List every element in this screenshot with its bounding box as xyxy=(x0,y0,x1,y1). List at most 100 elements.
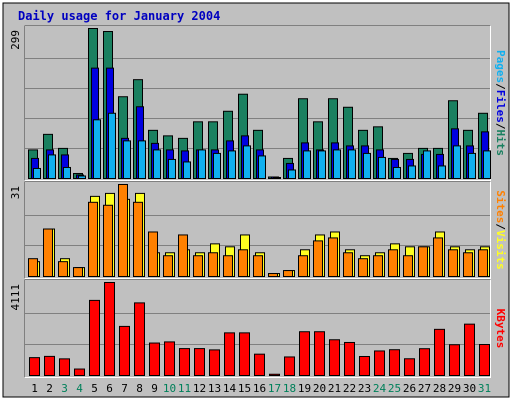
bar-pages-day-6 xyxy=(108,112,116,179)
x-tick-label-day-7: 7 xyxy=(121,382,128,395)
x-tick-label-day-12: 12 xyxy=(193,382,206,395)
y-max-label-hits-files-pages: 299 xyxy=(9,30,22,50)
x-tick-label-day-8: 8 xyxy=(136,382,143,395)
legend-part-4: Hits xyxy=(494,130,507,157)
bar-kbytes-day-12 xyxy=(194,348,205,376)
x-tick-label-day-16: 16 xyxy=(253,382,266,395)
bar-sites-day-7 xyxy=(118,184,128,277)
bar-sites-day-22 xyxy=(343,252,353,278)
bar-pages-day-4 xyxy=(78,175,86,179)
bar-kbytes-day-22 xyxy=(344,341,355,376)
bar-pages-day-26 xyxy=(408,165,416,179)
bar-kbytes-day-28 xyxy=(434,328,445,377)
x-tick-label-day-15: 15 xyxy=(238,382,251,395)
x-tick-label-day-5: 5 xyxy=(91,382,98,395)
x-tick-label-day-30: 30 xyxy=(463,382,476,395)
x-tick-label-day-6: 6 xyxy=(106,382,113,395)
bar-kbytes-day-11 xyxy=(179,348,190,376)
bar-pages-day-15 xyxy=(243,145,251,180)
bar-pages-day-7 xyxy=(123,140,131,180)
bar-sites-day-23 xyxy=(358,258,368,277)
bar-kbytes-day-17 xyxy=(269,373,280,376)
x-tick-label-day-20: 20 xyxy=(313,382,326,395)
bar-pages-day-12 xyxy=(198,149,206,179)
bar-sites-day-1 xyxy=(28,258,38,277)
bar-sites-day-6 xyxy=(103,204,113,278)
legend-label-kbytes: KBytes xyxy=(494,309,507,349)
series-sites xyxy=(28,184,488,278)
legend-part-0: Pages xyxy=(494,50,507,83)
bar-pages-day-18 xyxy=(288,169,296,180)
bar-kbytes-day-29 xyxy=(449,344,460,377)
bar-pages-day-20 xyxy=(318,150,326,179)
bar-sites-day-2 xyxy=(43,228,53,277)
bar-kbytes-day-1 xyxy=(29,357,40,377)
bar-sites-day-8 xyxy=(133,201,143,278)
bar-kbytes-day-23 xyxy=(359,355,370,376)
panel-visits-sites: 31 Sites/Visits xyxy=(9,181,507,279)
bar-pages-day-21 xyxy=(333,149,341,179)
bar-pages-day-27 xyxy=(423,150,431,179)
bar-pages-day-23 xyxy=(363,152,371,179)
bar-sites-day-15 xyxy=(238,249,248,278)
x-tick-label-day-31: 31 xyxy=(478,382,491,395)
bar-sites-day-27 xyxy=(418,246,428,278)
bar-pages-day-5 xyxy=(93,119,101,179)
bar-sites-day-11 xyxy=(178,234,188,277)
x-tick-label-day-14: 14 xyxy=(223,382,237,395)
bar-pages-day-25 xyxy=(393,166,401,179)
bar-kbytes-day-24 xyxy=(374,350,385,376)
y-max-label-kbytes: 4111 xyxy=(9,284,22,311)
x-tick-label-day-24: 24 xyxy=(373,382,387,395)
x-tick-label-day-25: 25 xyxy=(388,382,401,395)
bar-pages-day-17 xyxy=(273,176,281,180)
bar-kbytes-day-7 xyxy=(119,325,130,377)
bar-kbytes-day-26 xyxy=(404,358,415,377)
bar-pages-day-14 xyxy=(228,150,236,179)
bar-sites-day-10 xyxy=(163,255,173,277)
x-tick-label-day-3: 3 xyxy=(61,382,68,395)
bar-kbytes-day-27 xyxy=(419,348,430,377)
legend-part-2: Visits xyxy=(494,230,507,270)
bar-sites-day-31 xyxy=(478,249,488,278)
bar-sites-day-18 xyxy=(283,270,293,277)
series-kbytes xyxy=(29,282,490,377)
legend-part-1: / xyxy=(494,223,507,230)
bar-sites-day-9 xyxy=(148,231,158,277)
bar-sites-day-24 xyxy=(373,255,383,277)
bar-pages-day-19 xyxy=(303,150,311,179)
bar-kbytes-day-16 xyxy=(254,353,265,377)
bar-kbytes-day-19 xyxy=(299,331,310,377)
bar-sites-day-28 xyxy=(433,237,443,278)
bar-sites-day-30 xyxy=(463,252,473,278)
bar-kbytes-day-18 xyxy=(284,356,295,376)
legend-part-3: / xyxy=(494,123,507,130)
bar-kbytes-day-8 xyxy=(134,302,145,376)
x-tick-label-day-23: 23 xyxy=(358,382,371,395)
bar-pages-day-28 xyxy=(438,165,446,179)
bar-kbytes-day-14 xyxy=(224,332,235,376)
bar-sites-day-3 xyxy=(58,261,68,277)
legend-part-0: KBytes xyxy=(494,309,507,349)
series-pages xyxy=(33,112,491,180)
bar-kbytes-day-3 xyxy=(59,358,70,376)
x-tick-label-day-9: 9 xyxy=(151,382,158,395)
x-tick-label-day-1: 1 xyxy=(31,382,38,395)
bar-kbytes-day-9 xyxy=(149,342,160,377)
bar-kbytes-day-4 xyxy=(74,368,85,376)
x-tick-label-day-21: 21 xyxy=(328,382,341,395)
x-tick-label-day-18: 18 xyxy=(283,382,296,395)
bar-sites-day-5 xyxy=(88,201,98,278)
bar-sites-day-19 xyxy=(298,255,308,277)
bar-pages-day-30 xyxy=(468,152,476,179)
x-tick-label-day-11: 11 xyxy=(178,382,191,395)
bar-kbytes-day-31 xyxy=(479,344,490,376)
legend-part-2: Files xyxy=(494,90,507,123)
x-tick-label-day-10: 10 xyxy=(163,382,176,395)
legend-label-visits-sites: Sites/Visits xyxy=(494,190,507,270)
bar-sites-day-16 xyxy=(253,255,263,277)
bar-sites-day-13 xyxy=(208,252,218,278)
legend-part-0: Sites xyxy=(494,190,507,223)
